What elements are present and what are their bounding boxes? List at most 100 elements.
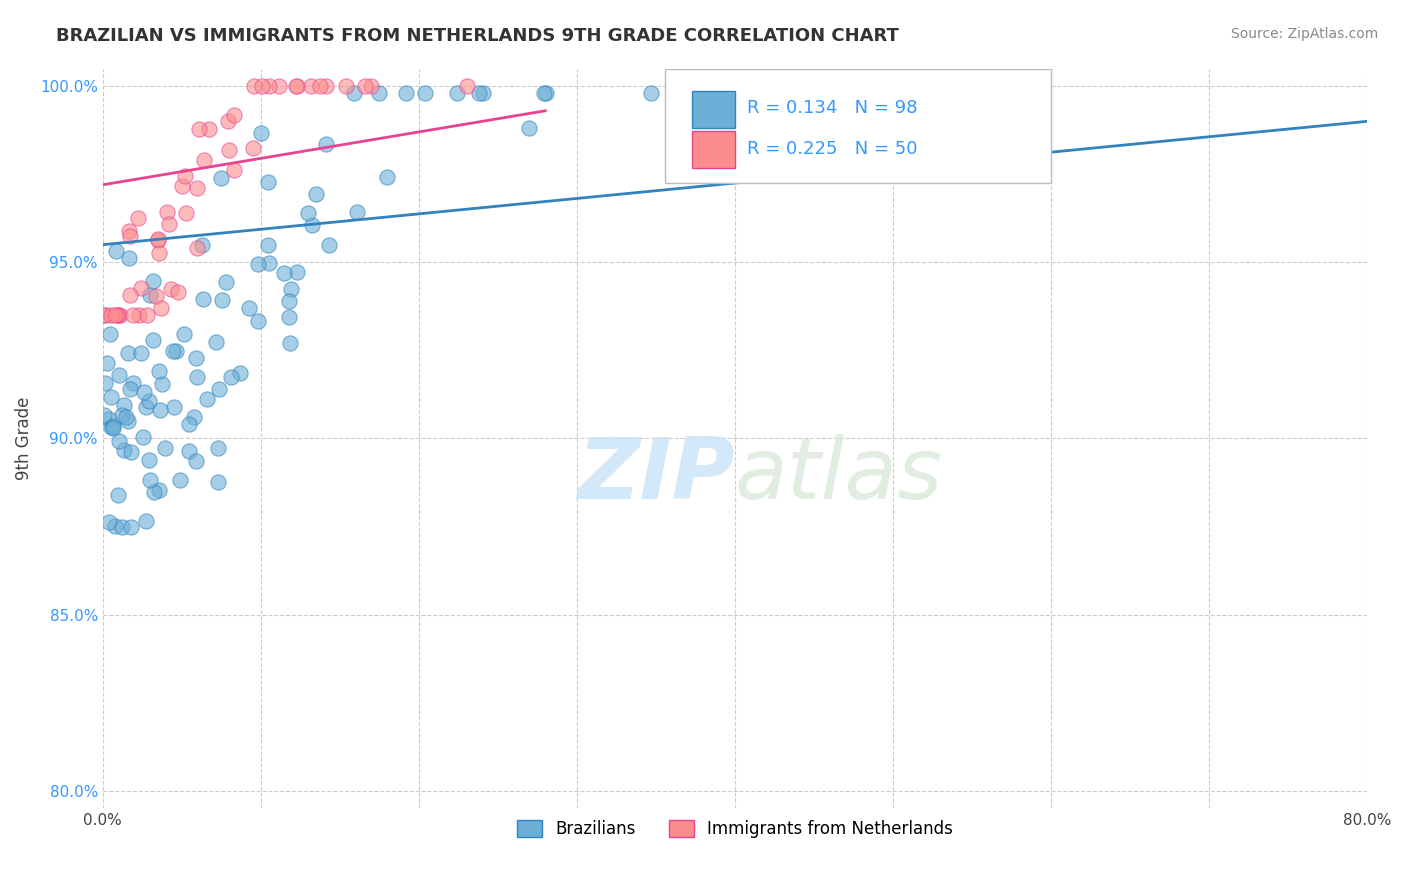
Point	[211, 293, 233, 307]
Point	[107, 308, 129, 322]
Point	[278, 293, 301, 308]
Point	[169, 473, 191, 487]
Point	[267, 79, 290, 94]
Point	[360, 79, 382, 94]
Point	[148, 364, 170, 378]
Point	[186, 181, 208, 195]
Point	[96, 356, 118, 370]
Point	[218, 143, 240, 157]
Point	[145, 289, 167, 303]
Point	[533, 86, 555, 100]
Point	[120, 519, 142, 533]
Point	[173, 327, 195, 342]
Point	[153, 441, 176, 455]
Point	[134, 385, 156, 400]
Point	[184, 454, 207, 468]
Point	[94, 376, 117, 390]
Point	[456, 79, 478, 94]
Point	[138, 453, 160, 467]
Point	[287, 79, 309, 94]
Point	[150, 376, 173, 391]
Point	[108, 368, 131, 382]
Point	[195, 392, 218, 406]
Point	[159, 217, 181, 231]
Point	[186, 369, 208, 384]
Point	[179, 443, 201, 458]
Point	[141, 333, 163, 347]
Point	[148, 245, 170, 260]
Point	[413, 86, 436, 100]
Point	[173, 169, 195, 184]
Text: R = 0.225   N = 50: R = 0.225 N = 50	[748, 140, 918, 158]
Point	[315, 79, 337, 94]
Point	[93, 408, 115, 422]
Point	[297, 206, 319, 220]
Point	[156, 205, 179, 219]
Point	[335, 79, 357, 94]
Point	[174, 206, 197, 220]
Point	[247, 314, 270, 328]
Point	[111, 409, 134, 423]
Point	[117, 346, 139, 360]
Point	[284, 79, 307, 94]
Point	[108, 434, 131, 448]
Point	[377, 169, 399, 184]
Point	[257, 79, 280, 94]
Point	[183, 409, 205, 424]
Point	[165, 344, 187, 359]
Point	[177, 417, 200, 431]
Point	[117, 414, 139, 428]
Point	[136, 308, 159, 322]
Point	[534, 86, 557, 100]
Point	[472, 86, 495, 100]
Point	[146, 233, 169, 247]
Y-axis label: 9th Grade: 9th Grade	[15, 397, 32, 480]
FancyBboxPatch shape	[692, 130, 735, 168]
Point	[186, 351, 208, 365]
Point	[309, 79, 332, 94]
Point	[163, 400, 186, 414]
Point	[100, 390, 122, 404]
Point	[122, 308, 145, 322]
Point	[115, 409, 138, 424]
Point	[108, 308, 131, 322]
Legend: Brazilians, Immigrants from Netherlands: Brazilians, Immigrants from Netherlands	[510, 813, 960, 845]
Point	[167, 285, 190, 300]
Point	[517, 121, 540, 136]
Point	[146, 232, 169, 246]
Text: BRAZILIAN VS IMMIGRANTS FROM NETHERLANDS 9TH GRADE CORRELATION CHART: BRAZILIAN VS IMMIGRANTS FROM NETHERLANDS…	[56, 27, 898, 45]
Point	[278, 310, 301, 324]
Point	[280, 282, 302, 296]
Point	[135, 401, 157, 415]
Point	[257, 175, 280, 189]
Point	[446, 86, 468, 100]
Point	[118, 223, 141, 237]
Point	[243, 79, 266, 94]
Point	[219, 369, 242, 384]
Text: Source: ZipAtlas.com: Source: ZipAtlas.com	[1230, 27, 1378, 41]
Point	[318, 237, 340, 252]
Point	[135, 515, 157, 529]
Point	[193, 153, 215, 167]
Point	[120, 445, 142, 459]
Point	[100, 308, 122, 322]
Point	[229, 367, 252, 381]
Point	[208, 382, 231, 396]
Point	[120, 382, 142, 396]
Text: ZIP: ZIP	[578, 434, 735, 517]
Point	[148, 483, 170, 497]
Point	[141, 274, 163, 288]
Point	[94, 308, 117, 322]
Point	[101, 421, 124, 435]
Point	[170, 179, 193, 194]
Point	[395, 86, 418, 100]
Point	[207, 441, 229, 455]
Point	[112, 398, 135, 412]
Point	[104, 308, 127, 322]
Point	[107, 488, 129, 502]
Point	[117, 251, 139, 265]
Point	[299, 79, 322, 94]
Point	[256, 238, 278, 252]
Point	[162, 344, 184, 359]
Point	[640, 86, 662, 100]
